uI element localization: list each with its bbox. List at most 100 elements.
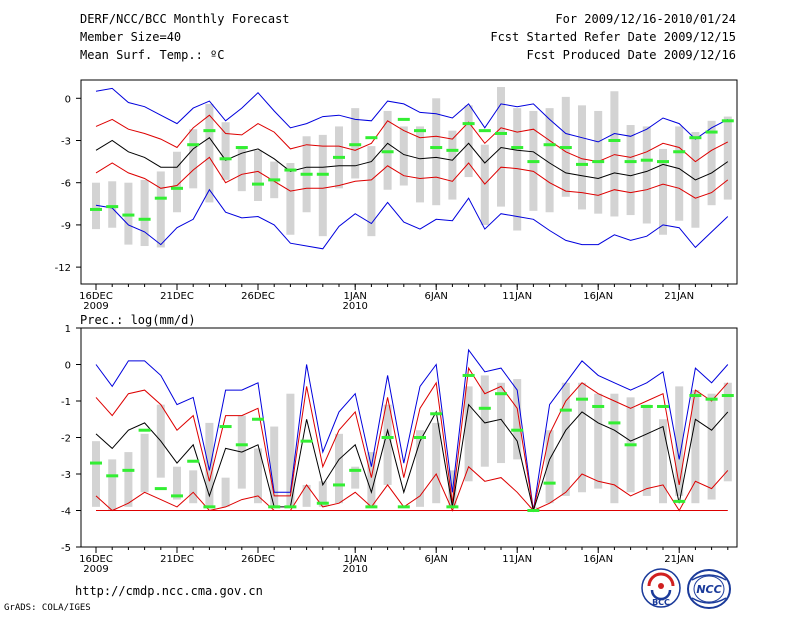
median-mark bbox=[90, 207, 102, 211]
median-mark bbox=[446, 505, 459, 509]
series-line-upper bbox=[95, 87, 729, 143]
median-mark bbox=[689, 136, 702, 140]
spread-box bbox=[173, 151, 181, 213]
median-mark bbox=[495, 131, 507, 135]
spread-box bbox=[497, 382, 505, 464]
median-mark bbox=[349, 468, 362, 472]
spread-box bbox=[416, 430, 424, 507]
spread-box bbox=[205, 422, 214, 507]
x-tick-label: 26DEC bbox=[241, 554, 275, 565]
spread-box bbox=[513, 379, 522, 460]
spread-box bbox=[464, 386, 473, 482]
median-mark bbox=[430, 146, 443, 150]
spread-box bbox=[545, 108, 554, 213]
spread-box bbox=[254, 448, 262, 504]
bcc-logo-text: BCC bbox=[652, 598, 670, 607]
median-mark bbox=[624, 160, 637, 164]
spread-box bbox=[659, 419, 667, 504]
median-mark bbox=[122, 213, 135, 217]
median-mark bbox=[154, 487, 167, 491]
precip-label: Prec.: log(mm/d) bbox=[80, 313, 196, 327]
spread-box bbox=[173, 466, 181, 500]
median-mark bbox=[316, 501, 329, 505]
series-line-mean bbox=[95, 137, 729, 181]
spread-box bbox=[108, 181, 117, 228]
median-mark bbox=[527, 160, 540, 164]
median-mark bbox=[576, 162, 588, 166]
x-tick-label: 21JAN bbox=[664, 291, 694, 302]
ncc-logo-text: NCC bbox=[696, 583, 721, 596]
y-tick-label: -3 bbox=[61, 470, 71, 481]
median-mark bbox=[397, 117, 410, 121]
chart-title: DERF/NCC/BCC Monthly Forecast bbox=[80, 12, 290, 26]
spread-box bbox=[189, 470, 198, 504]
median-mark bbox=[138, 217, 151, 221]
y-tick-label: -2 bbox=[61, 434, 71, 445]
median-mark bbox=[592, 404, 605, 408]
spread-box bbox=[205, 103, 214, 203]
spread-box bbox=[351, 466, 360, 489]
spread-box bbox=[140, 433, 149, 493]
median-mark bbox=[316, 172, 329, 176]
median-mark bbox=[381, 150, 394, 154]
median-mark bbox=[300, 439, 313, 443]
median-mark bbox=[462, 373, 475, 377]
x-tick-label: 26DEC bbox=[241, 291, 275, 302]
median-mark bbox=[689, 394, 702, 398]
bcc-logo: BCC bbox=[641, 568, 681, 608]
y-tick-label: -9 bbox=[61, 221, 71, 232]
spread-box bbox=[480, 375, 489, 467]
spread-box bbox=[610, 393, 619, 504]
spread-box bbox=[92, 182, 100, 230]
median-mark bbox=[705, 397, 718, 401]
median-mark bbox=[543, 143, 556, 147]
median-mark bbox=[365, 505, 378, 509]
median-mark bbox=[219, 157, 232, 161]
y-tick-label: -6 bbox=[61, 179, 71, 190]
series-line-lower bbox=[95, 465, 729, 512]
median-mark bbox=[122, 468, 135, 472]
median-mark bbox=[527, 509, 540, 512]
median-mark bbox=[381, 436, 394, 439]
spread-box bbox=[221, 477, 230, 507]
spread-box bbox=[723, 382, 732, 482]
median-mark bbox=[543, 481, 556, 485]
median-mark bbox=[705, 130, 718, 134]
x-tick-label: 16JAN bbox=[583, 554, 613, 565]
median-mark bbox=[349, 143, 362, 147]
median-mark bbox=[268, 505, 281, 509]
spread-box bbox=[399, 126, 408, 186]
spread-box bbox=[286, 163, 295, 235]
series-line-lower2 bbox=[95, 156, 729, 199]
series-line-upper2 bbox=[95, 114, 729, 163]
median-mark bbox=[446, 148, 459, 152]
median-mark bbox=[154, 196, 167, 200]
forecast-started-date: Fcst Started Refer Date 2009/12/15 bbox=[490, 30, 736, 44]
median-mark bbox=[478, 406, 491, 410]
y-tick-label: 0 bbox=[65, 94, 71, 105]
median-mark bbox=[171, 186, 183, 190]
median-mark bbox=[397, 505, 410, 509]
y-tick-label: 0 bbox=[65, 361, 71, 372]
x-tick-label: 21DEC bbox=[160, 291, 194, 302]
median-mark bbox=[414, 129, 426, 133]
source-url[interactable]: http://cmdp.ncc.cma.gov.cn bbox=[75, 584, 263, 598]
median-mark bbox=[592, 160, 605, 164]
x-tick-label: 16JAN bbox=[583, 291, 613, 302]
median-mark bbox=[252, 417, 264, 421]
median-mark bbox=[106, 474, 119, 478]
median-mark bbox=[462, 122, 475, 126]
spread-box bbox=[578, 105, 586, 210]
x-tick-year-label: 2010 bbox=[342, 301, 367, 312]
spread-box bbox=[545, 430, 554, 504]
spread-box bbox=[335, 433, 343, 504]
median-mark bbox=[187, 459, 200, 463]
spread-box bbox=[659, 148, 667, 235]
spread-box bbox=[367, 146, 376, 237]
spread-box bbox=[642, 404, 651, 496]
series-line-lower bbox=[95, 188, 729, 250]
x-tick-label: 11JAN bbox=[502, 291, 532, 302]
median-mark bbox=[268, 178, 281, 182]
